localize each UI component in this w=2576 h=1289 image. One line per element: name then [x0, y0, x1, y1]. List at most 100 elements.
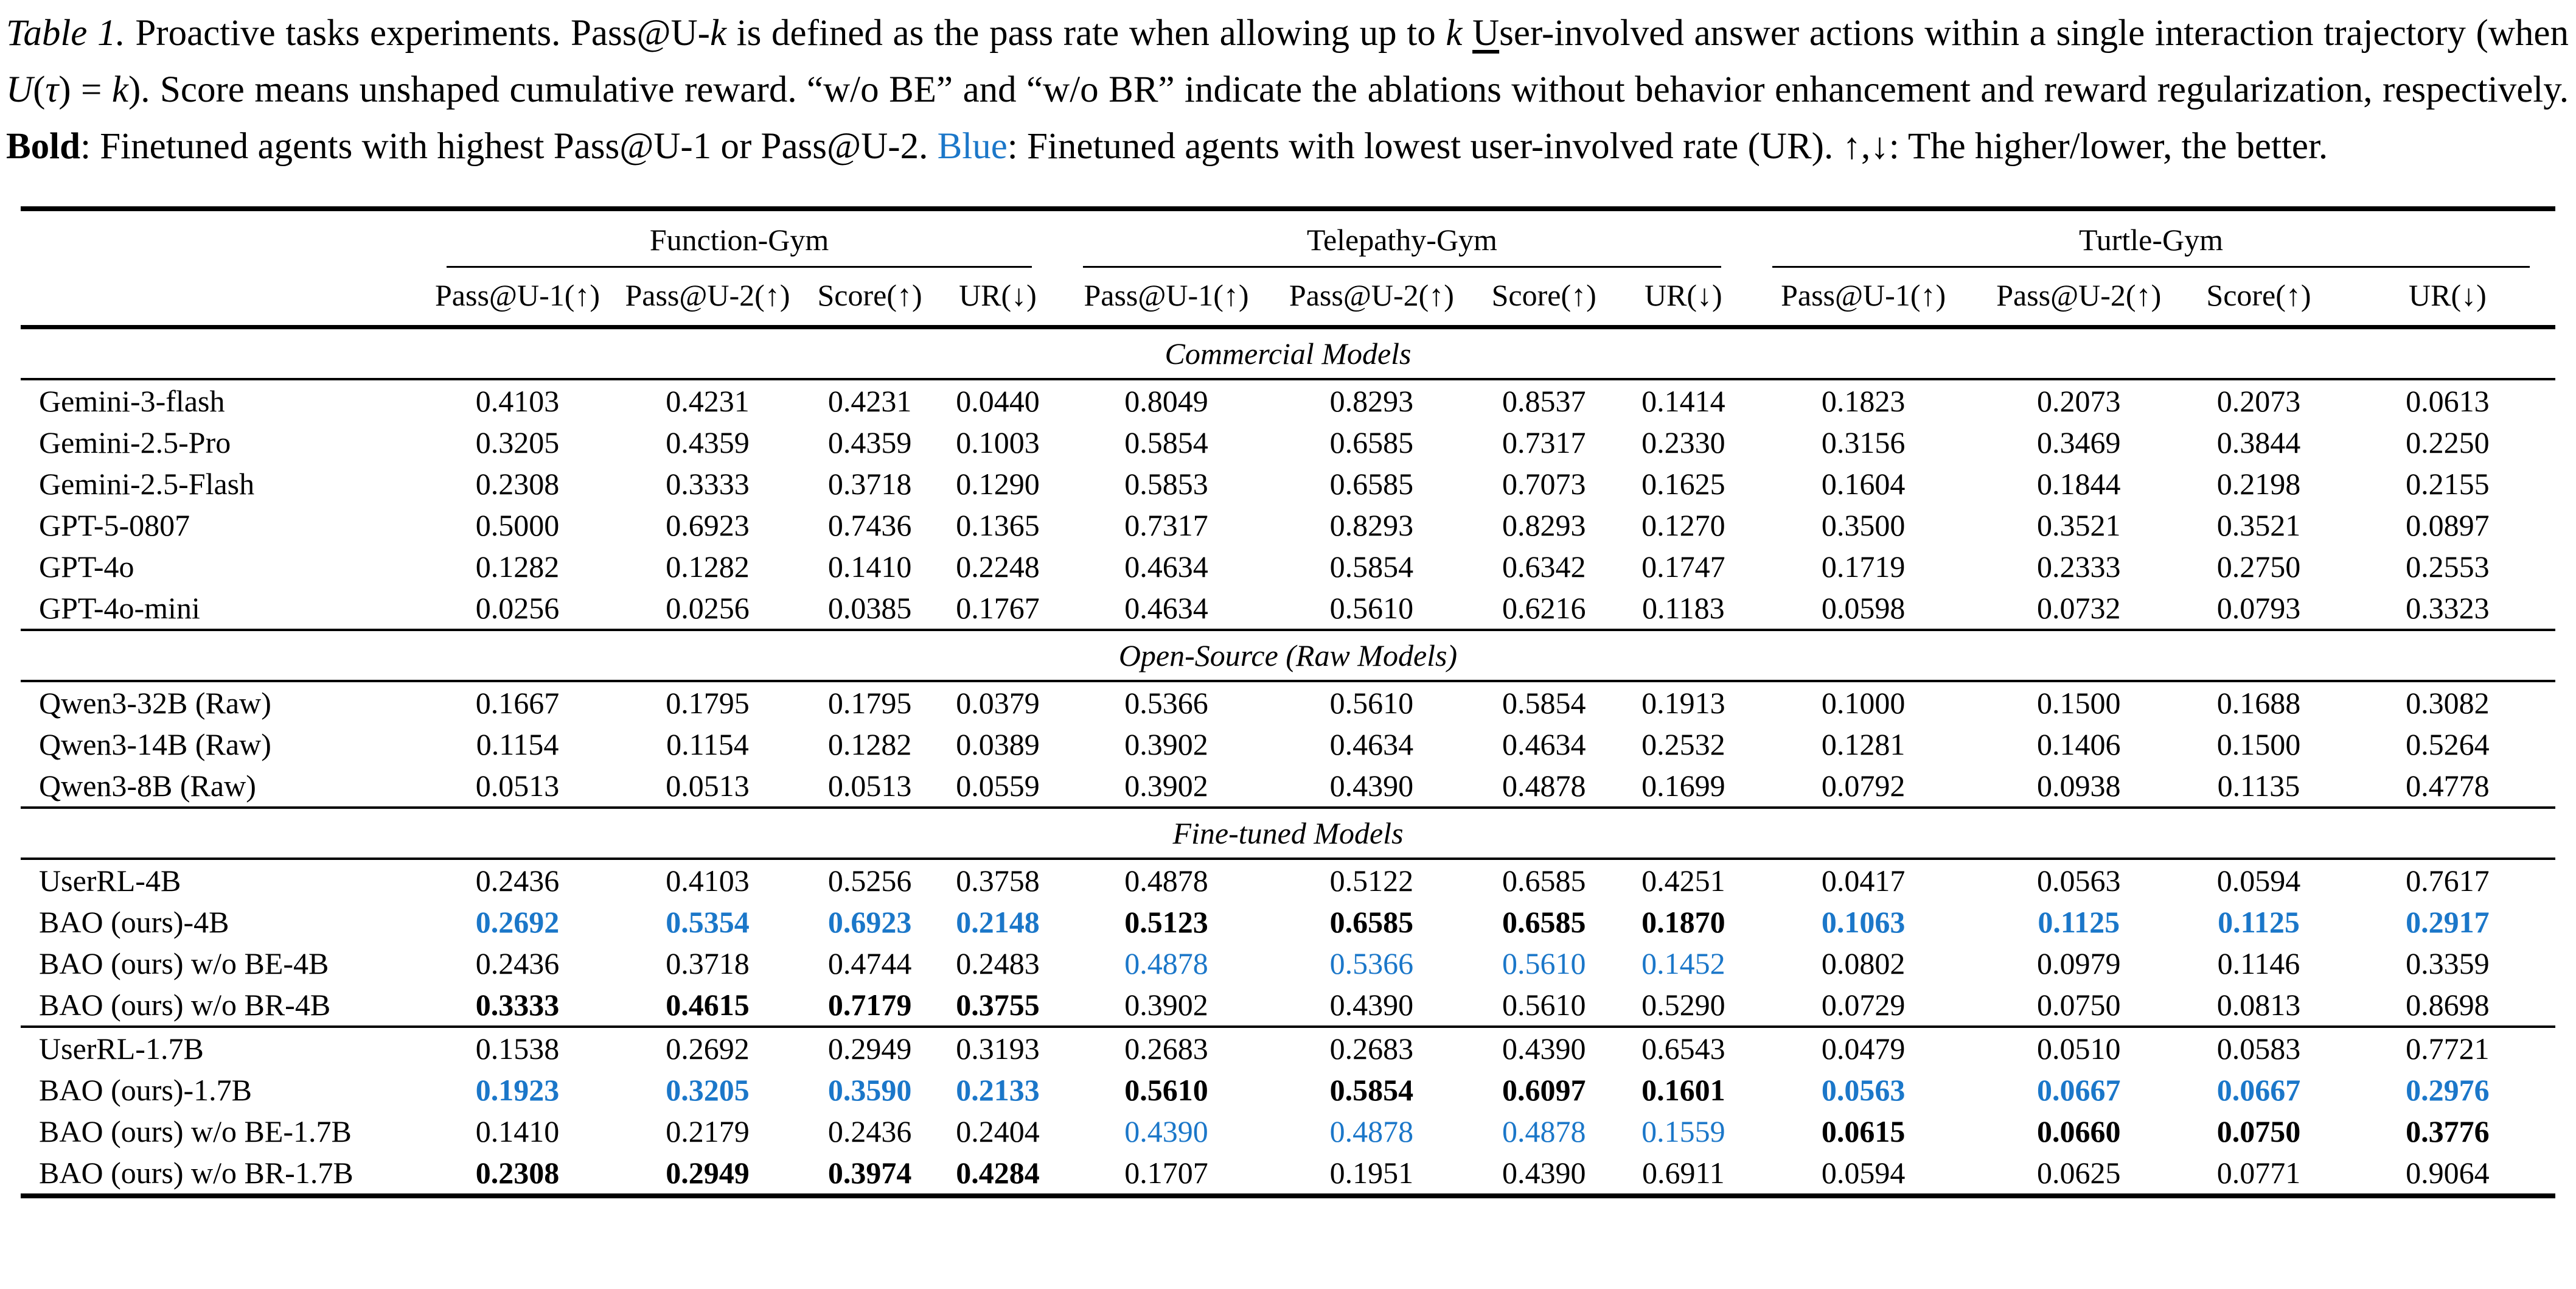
metric-value-cell: 0.1844 [2036, 467, 2121, 501]
metric-value-cell: 0.2133 [956, 1073, 1040, 1107]
caption-segment: U [6, 69, 33, 110]
metric-value-cell: 0.1667 [475, 686, 560, 720]
metric-header: UR(↓) [938, 268, 1057, 329]
model-name-cell: Gemini-3-flash [39, 384, 225, 418]
metric-value-cell: 0.4390 [1502, 1156, 1586, 1190]
benchmark-group-header: Turtle-Gym [1747, 209, 2555, 268]
metric-value-cell: 0.2692 [475, 905, 560, 939]
metric-value-cell: 0.0732 [2036, 591, 2121, 625]
metric-value-cell: 0.3844 [2216, 425, 2301, 459]
metric-value-cell: 0.4634 [1124, 591, 1208, 625]
metric-value-cell: 0.7617 [2406, 864, 2490, 898]
model-name-cell: BAO (ours) w/o BR-4B [39, 988, 331, 1022]
metric-value-cell: 0.1154 [666, 727, 749, 761]
metric-value-cell: 0.1410 [475, 1114, 560, 1148]
metric-value-cell: 0.1601 [1641, 1073, 1725, 1107]
section-label: Fine-tuned Models [21, 806, 2555, 860]
metric-value-cell: 0.0660 [2036, 1114, 2121, 1148]
table-row: UserRL-4B 0.2436 0.4103 0.5256 0.3758 0.4878 0… [21, 859, 2555, 901]
metric-value-cell: 0.2553 [2406, 550, 2490, 584]
caption-segment: k [111, 69, 128, 110]
metric-value-cell: 0.3521 [2216, 508, 2301, 542]
caption-segment: : Finetuned agents with highest Pass@U-1… [80, 126, 938, 167]
metric-value-cell: 0.5354 [666, 905, 750, 939]
metric-value-cell: 0.5264 [2406, 727, 2490, 761]
metric-value-cell: 0.8293 [1502, 508, 1586, 542]
metric-value-cell: 0.0479 [1746, 1025, 1980, 1069]
metric-value-cell: 0.1290 [956, 467, 1040, 501]
metric-value-cell: 0.2692 [613, 1025, 802, 1069]
caption-segment [1462, 13, 1472, 54]
metric-value-cell: 0.1146 [2217, 946, 2300, 980]
table-row: BAO (ours)-4B 0.2692 0.5354 0.6923 0.2148 0.5… [21, 901, 2555, 943]
metric-value-cell: 0.1410 [827, 550, 912, 584]
metric-value-cell: 0.1063 [1821, 905, 1906, 939]
model-name-cell: GPT-4o-mini [39, 591, 200, 625]
group-label: Function-Gym [649, 223, 829, 257]
metric-value-cell: 0.3333 [475, 988, 560, 1022]
metric-value-cell: 0.0513 [475, 769, 560, 803]
metric-value-cell: 0.4284 [956, 1156, 1040, 1190]
metric-value-cell: 0.1270 [1641, 508, 1725, 542]
metric-value-cell: 0.1452 [1641, 946, 1725, 980]
metric-value-cell: 0.1183 [1642, 591, 1725, 625]
metric-value-cell: 0.3500 [1821, 508, 1906, 542]
metric-value-cell: 0.0792 [1821, 769, 1906, 803]
metric-value-cell: 0.2949 [801, 1025, 939, 1069]
caption-segment: τ [45, 69, 59, 110]
caption-segment: Bold [6, 126, 81, 167]
model-name-cell: GPT-4o [39, 550, 134, 584]
metric-value-cell: 0.2073 [2216, 384, 2301, 418]
metric-value-cell: 0.0389 [956, 727, 1040, 761]
metric-value-cell: 0.2436 [827, 1114, 912, 1148]
section-label: Commercial Models [21, 326, 2555, 380]
table-row: GPT-5-0807 0.5000 0.6923 0.7436 0.1365 0.7317… [21, 505, 2555, 546]
metric-value-cell: 0.2483 [956, 946, 1040, 980]
metric-value-cell: 0.0750 [2036, 988, 2121, 1022]
metric-value-cell: 0.1282 [666, 550, 750, 584]
metric-value-cell: 0.7073 [1502, 467, 1586, 501]
metric-value-cell: 0.0417 [1821, 864, 1906, 898]
model-name-cell: BAO (ours) w/o BE-4B [39, 946, 329, 980]
model-name-cell: GPT-5-0807 [39, 508, 190, 542]
metric-value-cell: 0.2308 [475, 467, 560, 501]
table-row: Qwen3-32B (Raw) 0.1667 0.1795 0.1795 0.0379 0… [21, 681, 2555, 724]
metric-value-cell: 0.4878 [1329, 1114, 1414, 1148]
caption-segment: Proactive tasks experiments. Pass@U- [125, 13, 710, 54]
table-row: BAO (ours)-1.7B 0.1923 0.3205 0.3590 0.2133 0… [21, 1069, 2555, 1111]
table-body: Commercial Models Gemini-3-flash 0.4103 0.4… [21, 326, 2555, 1196]
metric-value-cell: 0.4103 [475, 384, 560, 418]
metric-value-cell: 0.7317 [1124, 508, 1208, 542]
metric-value-cell: 0.5290 [1641, 988, 1725, 1022]
metric-value-cell: 0.5610 [1329, 591, 1414, 625]
metric-value-cell: 0.0802 [1821, 946, 1906, 980]
group-header-row: Function-Gym Telepathy-Gym Turtle-Gym [21, 209, 2555, 329]
metric-value-cell: 0.1699 [1641, 769, 1725, 803]
metric-value-cell: 0.4878 [1124, 864, 1208, 898]
metric-header: Pass@U-2(↑) [1275, 268, 1468, 329]
metric-value-cell: 0.0513 [827, 769, 912, 803]
table-row: GPT-4o 0.1282 0.1282 0.1410 0.2248 0.4634 0.58… [21, 546, 2555, 587]
table-row: BAO (ours) w/o BR-1.7B 0.2308 0.2949 0.3974… [21, 1152, 2555, 1196]
metric-value-cell: 0.2949 [666, 1156, 750, 1190]
metric-value-cell: 0.0510 [1980, 1025, 2178, 1069]
model-name-cell: BAO (ours) w/o BR-1.7B [39, 1156, 353, 1190]
metric-value-cell: 0.1282 [475, 550, 560, 584]
table-caption: Table 1. Proactive tasks experiments. Pa… [0, 0, 2576, 175]
metric-value-cell: 0.1406 [2036, 727, 2121, 761]
caption-segment: is defined as the pass rate when allowin… [726, 13, 1446, 54]
metric-value-cell: 0.1500 [2216, 727, 2301, 761]
metric-value-cell: 0.5610 [1124, 1073, 1208, 1107]
metric-value-cell: 0.2917 [2406, 905, 2490, 939]
metric-value-cell: 0.1688 [2216, 686, 2301, 720]
model-name-cell: BAO (ours) w/o BE-1.7B [39, 1114, 352, 1148]
metric-value-cell: 0.1707 [1124, 1156, 1208, 1190]
metric-value-cell: 0.1125 [2218, 905, 2300, 939]
metric-value-cell: 0.3323 [2406, 591, 2490, 625]
metric-value-cell: 0.1747 [1641, 550, 1725, 584]
caption-segment: : Finetuned agents with lowest user-invo… [1007, 126, 2328, 167]
metric-value-cell: 0.4878 [1502, 769, 1586, 803]
metric-value-cell: 0.3718 [666, 946, 750, 980]
metric-value-cell: 0.5854 [1124, 425, 1208, 459]
metric-value-cell: 0.6543 [1620, 1025, 1747, 1069]
